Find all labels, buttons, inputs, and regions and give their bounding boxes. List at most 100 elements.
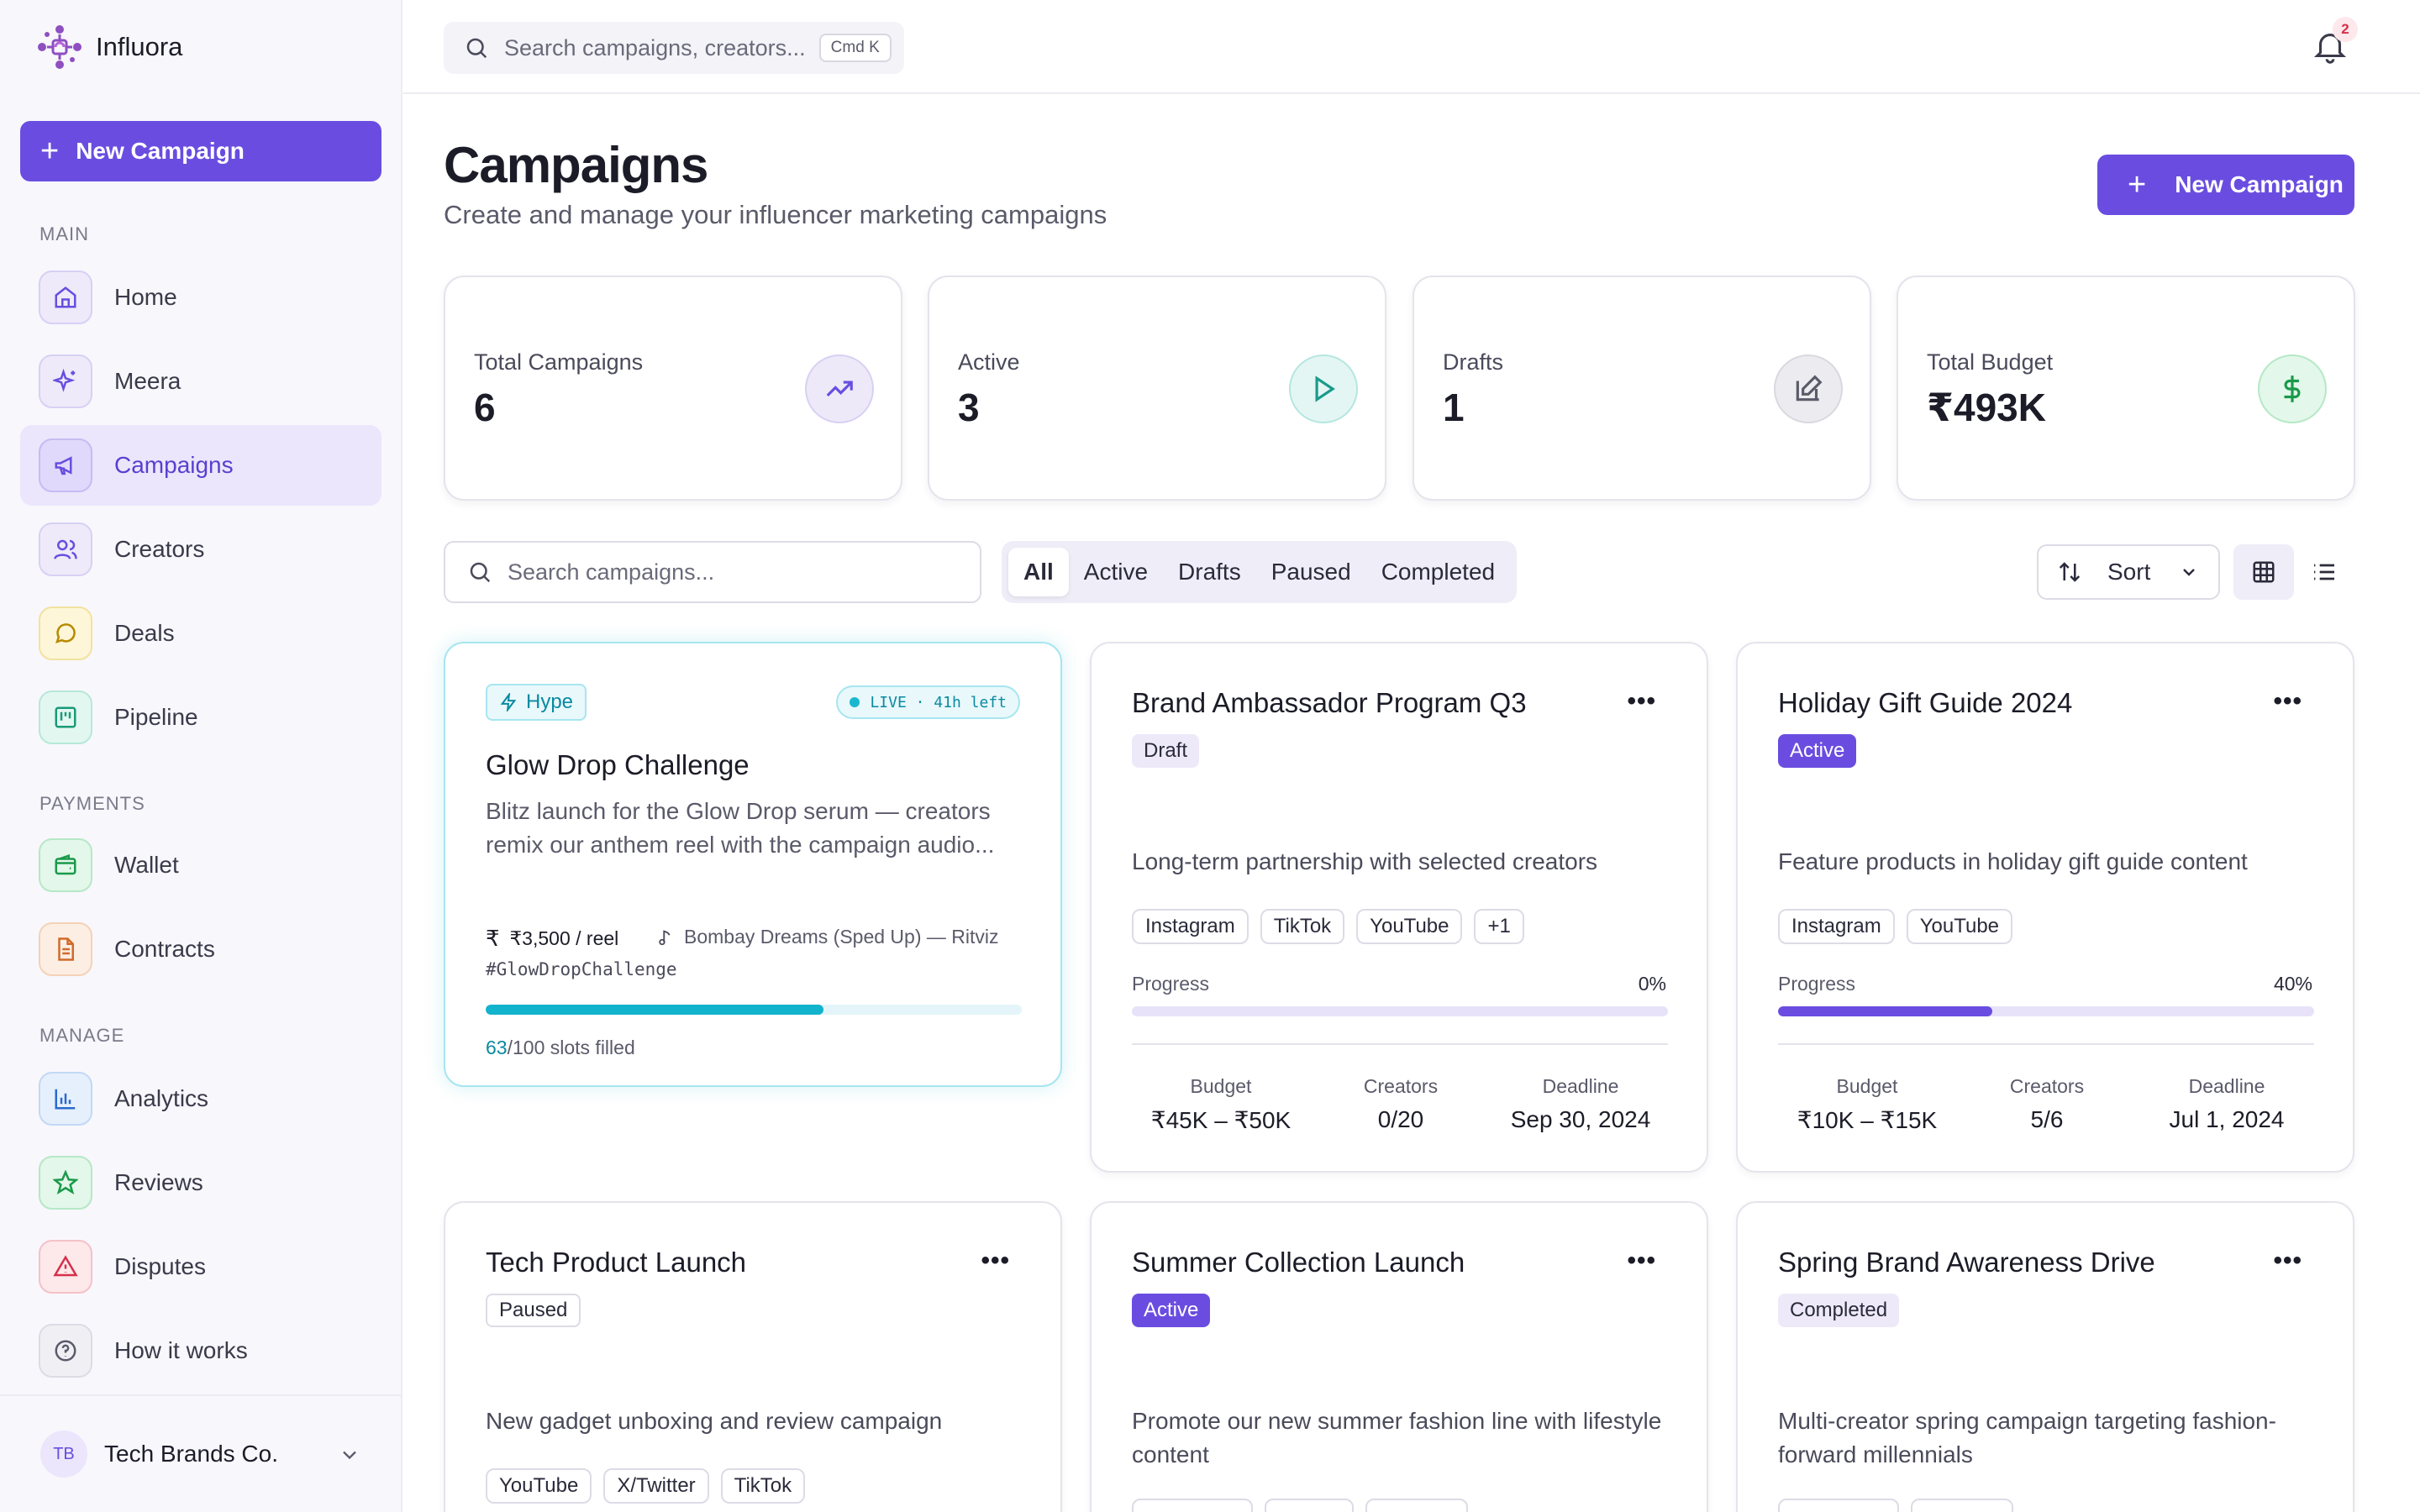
music-note-icon (659, 929, 671, 945)
sidebar-item-campaigns[interactable]: Campaigns (20, 425, 381, 506)
page-title: Campaigns (444, 137, 708, 193)
budget-meta: Budget ₹10K – ₹15K (1778, 1075, 1956, 1134)
meta-value: Jul 1, 2024 (2169, 1106, 2285, 1132)
global-search-input[interactable]: Search campaigns, creators... Cmd K (444, 22, 904, 74)
sidebar-item-label: Creators (114, 536, 205, 562)
sort-arrows-icon (2059, 562, 2081, 582)
platform-tag: TikTok (720, 1468, 806, 1504)
platform-tag: Instagram (1132, 909, 1249, 944)
warning-icon (39, 1240, 92, 1294)
stat-card-total-campaigns: Total Campaigns 6 (444, 276, 902, 501)
brand[interactable]: Influora (35, 22, 182, 72)
sidebar-item-label: Home (114, 284, 177, 310)
platform-tag: Instagram (1778, 909, 1895, 944)
creators-meta: Creators 0/20 (1312, 1075, 1490, 1133)
sidebar-new-campaign-button[interactable]: + New Campaign (20, 121, 381, 181)
progress-label: Progress (1132, 973, 1210, 995)
campaign-card[interactable]: Summer Collection Launch ••• Active Prom… (1090, 1201, 1708, 1512)
sidebar-item-wallet[interactable]: Wallet (20, 825, 381, 906)
section-payments: PAYMENTS (39, 793, 145, 814)
stat-value: 3 (958, 386, 980, 429)
more-options-icon[interactable]: ••• (2273, 1247, 2302, 1274)
stat-value: 1 (1443, 386, 1465, 429)
sidebar-item-creators[interactable]: Creators (20, 509, 381, 590)
sidebar-item-meera[interactable]: Meera (20, 341, 381, 422)
new-campaign-button[interactable]: + New Campaign (2097, 155, 2354, 215)
sidebar-item-reviews[interactable]: Reviews (20, 1142, 381, 1223)
campaign-card[interactable]: Holiday Gift Guide 2024 ••• Active Featu… (1736, 642, 2354, 1173)
platform-tag: YouTube (486, 1468, 592, 1504)
campaign-description: Multi-creator spring campaign targeting … (1778, 1408, 2276, 1467)
campaign-search-input[interactable]: Search campaigns... (444, 541, 981, 603)
sidebar-item-disputes[interactable]: Disputes (20, 1226, 381, 1307)
edit-icon (1774, 354, 1843, 423)
more-options-icon[interactable]: ••• (1627, 687, 1656, 715)
platform-tag: +1 (1474, 909, 1524, 944)
tab-completed[interactable]: Completed (1381, 559, 1496, 585)
platform-tag (1365, 1499, 1468, 1512)
status-badge: Active (1132, 1294, 1211, 1327)
hype-campaign-card[interactable]: Hype LIVE · 41h left Glow Drop Challenge… (444, 642, 1062, 1087)
sidebar-item-label: Analytics (114, 1085, 209, 1111)
meta-label: Budget (1836, 1075, 1898, 1097)
live-badge-label: LIVE · 41h left (870, 693, 1007, 711)
slots-filled-text: 63/100 slots filled (486, 1037, 635, 1059)
platform-tag: YouTube (1906, 909, 2013, 944)
sidebar-item-label: Pipeline (114, 704, 198, 730)
progress-bar (1778, 1006, 2314, 1016)
tab-drafts[interactable]: Drafts (1178, 559, 1241, 585)
campaign-card[interactable]: Spring Brand Awareness Drive ••• Complet… (1736, 1201, 2354, 1512)
sidebar-item-label: Disputes (114, 1253, 206, 1279)
divider (1132, 1043, 1668, 1045)
sidebar-item-home[interactable]: Home (20, 257, 381, 338)
more-options-icon[interactable]: ••• (2273, 687, 2302, 715)
megaphone-icon (39, 438, 92, 492)
hype-tag-label: Hype (526, 690, 574, 713)
tab-all[interactable]: All (1008, 548, 1069, 596)
chevron-down-icon[interactable] (338, 1443, 361, 1467)
users-icon (39, 522, 92, 576)
sidebar-item-how-it-works[interactable]: How it works (20, 1310, 381, 1391)
tab-active[interactable]: Active (1083, 559, 1149, 585)
sidebar-item-label: Contracts (114, 936, 215, 962)
deadline-meta: Deadline Jul 1, 2024 (2138, 1075, 2316, 1133)
sidebar-item-contracts[interactable]: Contracts (20, 909, 381, 990)
meta-label: Deadline (2188, 1075, 2265, 1097)
sidebar-item-label: Campaigns (114, 452, 234, 478)
stat-card-total-budget: Total Budget ₹493K (1897, 276, 2355, 501)
campaign-card[interactable]: Brand Ambassador Program Q3 ••• Draft Lo… (1090, 642, 1708, 1173)
lightning-icon (500, 693, 517, 711)
grid-icon (2253, 561, 2275, 583)
hype-audio-title: Bombay Dreams (Sped Up) — Ritviz (684, 926, 999, 948)
campaign-description: Promote our new summer fashion line with… (1132, 1408, 1662, 1467)
campaign-card[interactable]: Tech Product Launch ••• Paused New gadge… (444, 1201, 1062, 1512)
search-shortcut-badge: Cmd K (818, 34, 892, 62)
sidebar: Influora + New Campaign MAIN Home Meera … (0, 0, 402, 1512)
account-switcher[interactable]: TB Tech Brands Co. (40, 1431, 278, 1478)
tab-paused[interactable]: Paused (1270, 559, 1351, 585)
platform-tags: YouTube X/Twitter TikTok (486, 1468, 817, 1504)
progress-value: 40% (2273, 973, 2312, 995)
progress-value: 0% (1638, 973, 1666, 995)
page-subtitle: Create and manage your influencer market… (444, 200, 1107, 229)
stat-card-drafts: Drafts 1 (1413, 276, 1871, 501)
meta-label: Deadline (1542, 1075, 1619, 1097)
play-icon (1289, 354, 1358, 423)
sidebar-item-pipeline[interactable]: Pipeline (20, 677, 381, 758)
kanban-icon (39, 690, 92, 744)
list-icon (2314, 564, 2334, 580)
global-search-placeholder: Search campaigns, creators... (504, 34, 806, 60)
platform-tag (1911, 1499, 2013, 1512)
platform-tag: X/Twitter (603, 1468, 709, 1504)
grid-view-button[interactable] (2233, 544, 2294, 600)
stat-label: Drafts (1443, 349, 1504, 375)
list-view-button[interactable] (2294, 544, 2354, 600)
status-badge: Draft (1132, 734, 1200, 768)
more-options-icon[interactable]: ••• (1627, 1247, 1656, 1274)
sidebar-item-analytics[interactable]: Analytics (20, 1058, 381, 1139)
meta-label: Creators (2009, 1075, 2085, 1097)
sidebar-item-deals[interactable]: Deals (20, 593, 381, 674)
more-options-icon[interactable]: ••• (981, 1247, 1010, 1274)
sort-dropdown[interactable]: Sort (2037, 544, 2220, 600)
budget-meta: Budget ₹45K – ₹50K (1132, 1075, 1310, 1134)
